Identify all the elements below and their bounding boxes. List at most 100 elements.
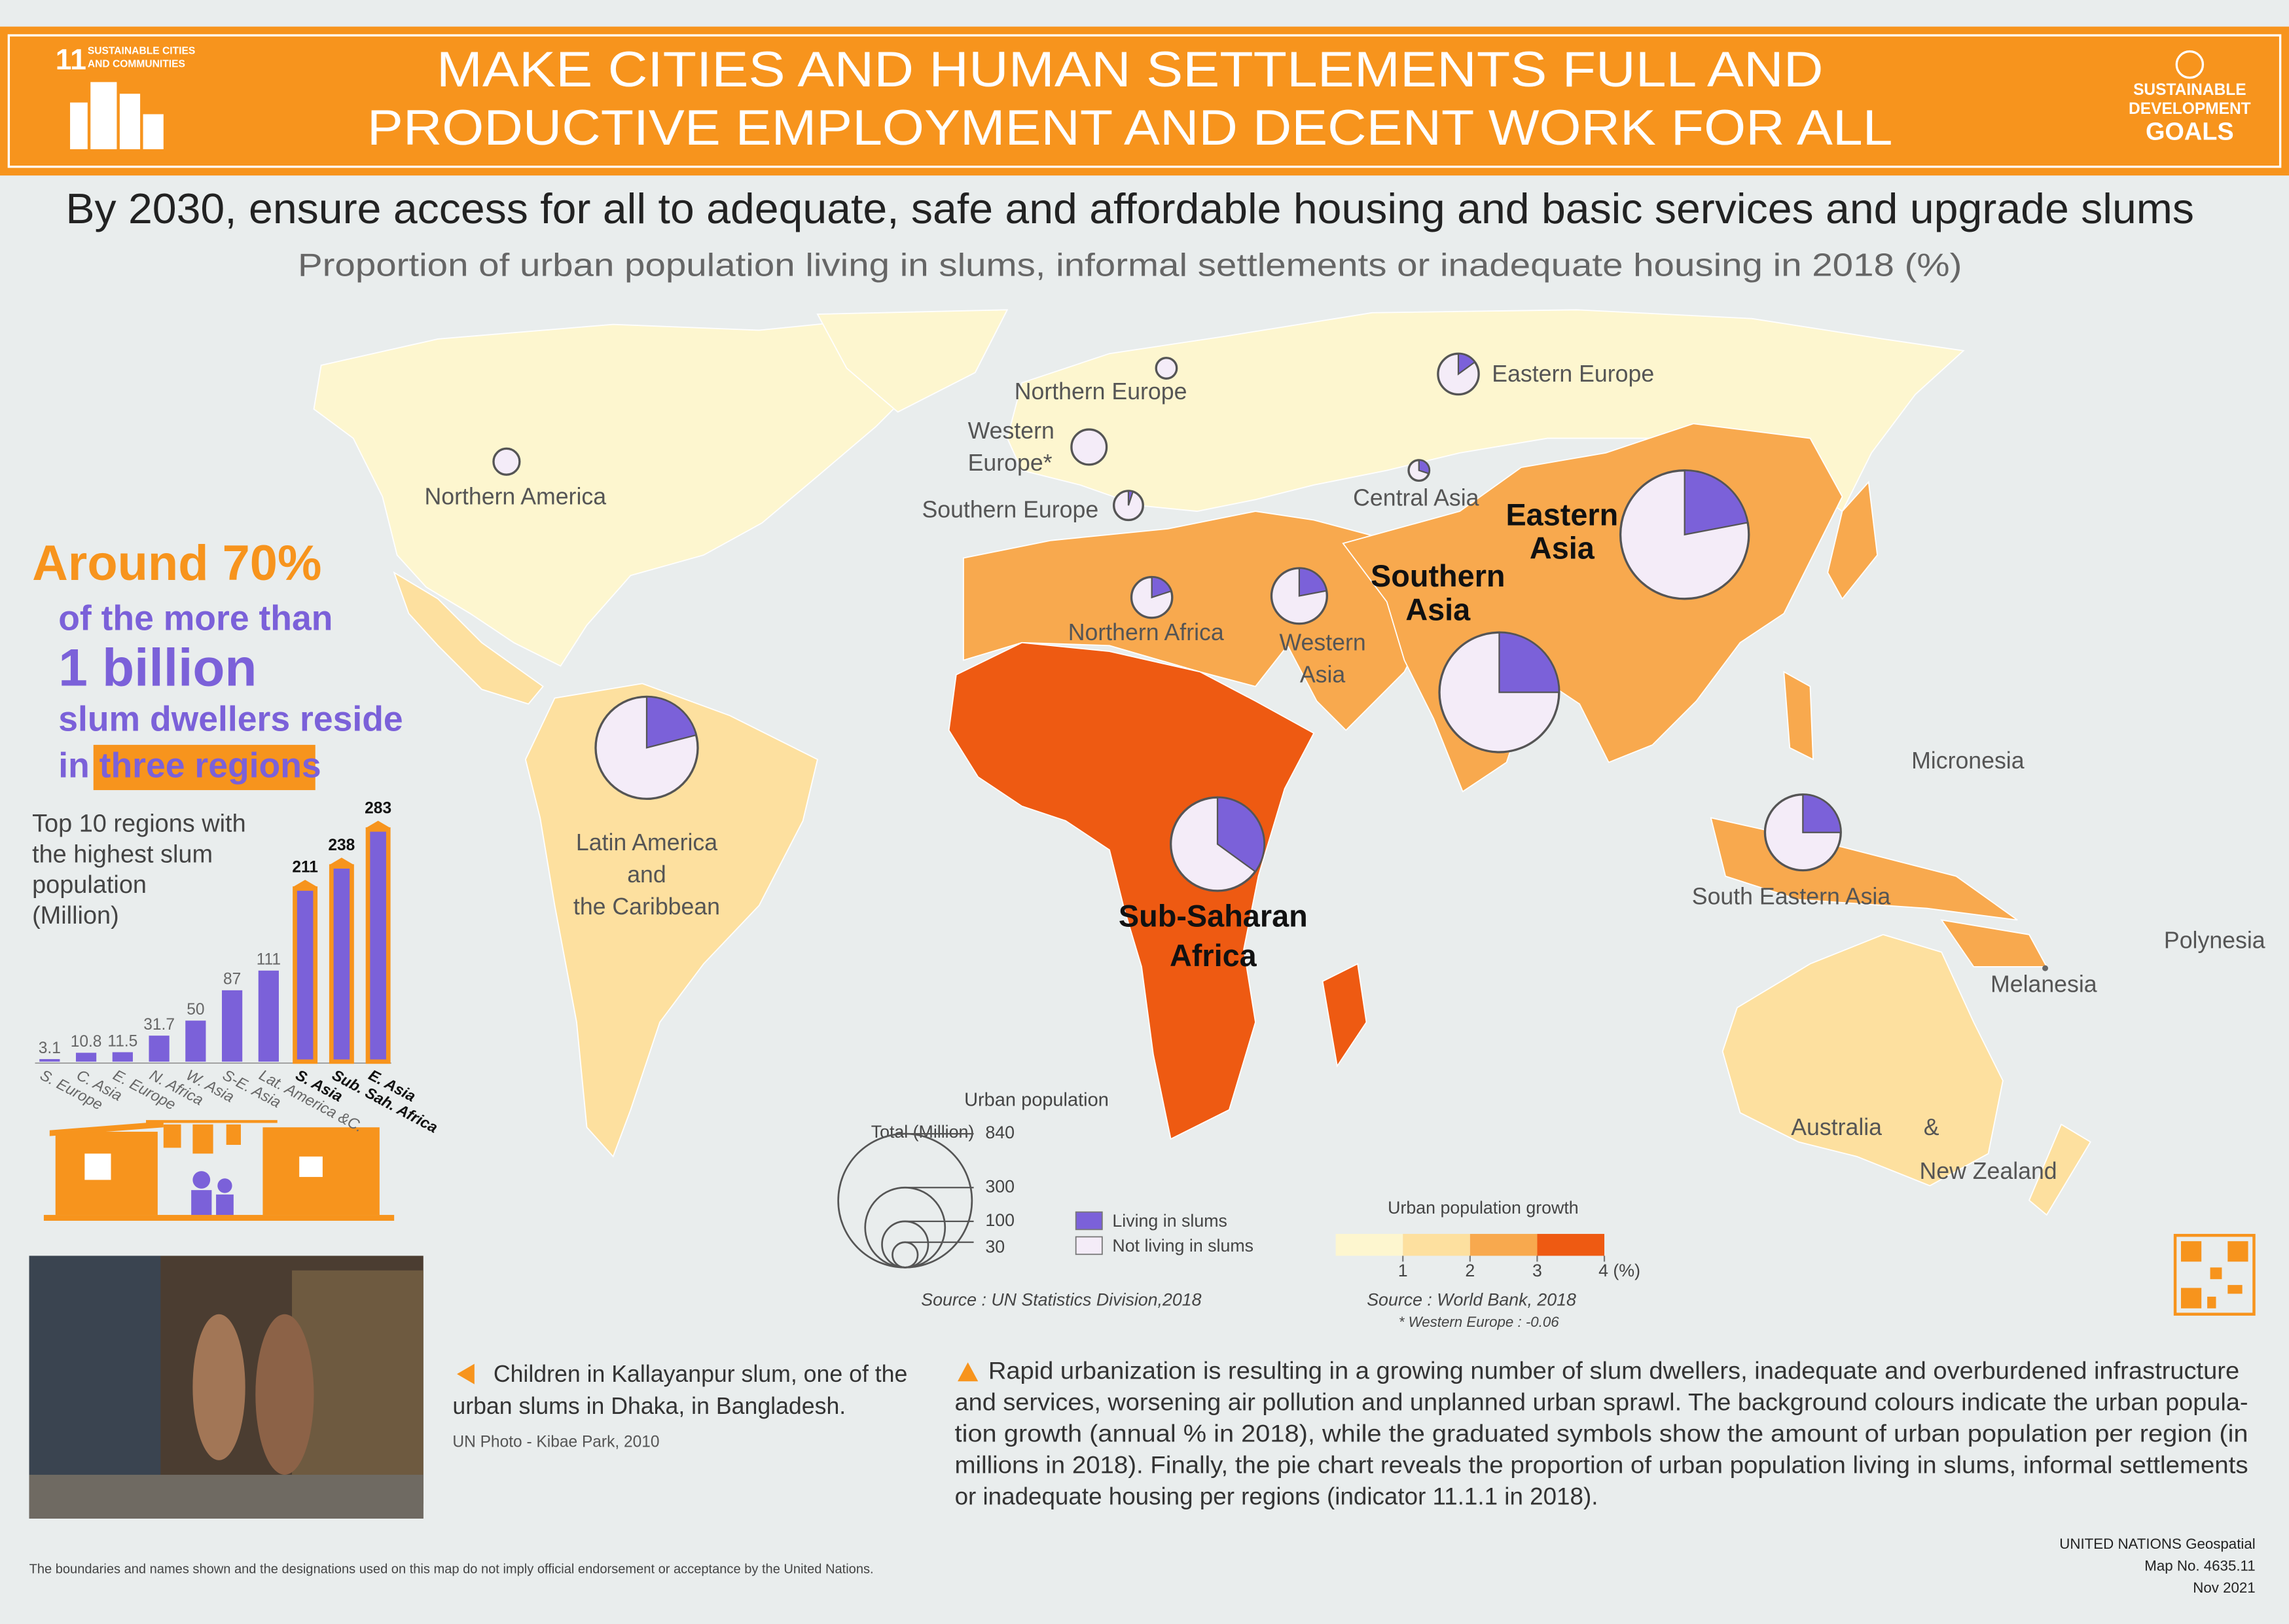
bar-chart-title: the highest slum	[32, 840, 213, 868]
size-legend-label: 30	[985, 1237, 1005, 1257]
map-title: Proportion of urban population living in…	[298, 248, 1962, 283]
bar-cap	[329, 857, 354, 865]
photo-child	[255, 1314, 314, 1475]
sdg-logo-text: GOALS	[2146, 118, 2234, 145]
paragraph-line: or inadequate housing per regions (indic…	[955, 1483, 1598, 1509]
photo-caption: urban slums in Dhaka, in Bangladesh.	[452, 1393, 846, 1419]
region-label: Eastern Europe	[1492, 361, 1654, 387]
pie-slum-slice	[1802, 793, 1842, 833]
region-label: Southern	[1371, 559, 1505, 593]
land-area	[963, 511, 1435, 731]
photo	[29, 1255, 424, 1519]
region-label: New Zealand	[1919, 1158, 2057, 1184]
bar	[75, 1053, 97, 1062]
region-label: Asia	[1300, 662, 1346, 688]
color-scale-label: 2	[1465, 1261, 1475, 1280]
pie-slum-slice	[1457, 353, 1476, 376]
bar-chart-title: population	[32, 871, 147, 899]
size-legend-label: 300	[985, 1176, 1015, 1196]
region-label: Australia	[1791, 1114, 1882, 1140]
region-label: Asia	[1405, 592, 1471, 626]
cloth	[163, 1124, 181, 1148]
legend-title: Urban population	[964, 1090, 1109, 1111]
pie-slum-slice	[1216, 797, 1265, 873]
qr-block	[2180, 1241, 2202, 1262]
color-scale-swatch	[1469, 1234, 1538, 1256]
bar	[39, 1058, 60, 1062]
bar	[329, 864, 354, 1064]
goal-name: AND COMMUNITIES	[88, 59, 185, 70]
callout-text: of the more than	[58, 599, 333, 638]
region-label: Polynesia	[2164, 927, 2265, 953]
roof	[49, 1121, 164, 1136]
color-scale-swatch	[1403, 1234, 1470, 1256]
qr-block	[2227, 1285, 2243, 1294]
window	[299, 1156, 323, 1178]
color-scale-swatch	[1335, 1234, 1403, 1256]
callout-highlight-text: three regions	[99, 747, 321, 785]
header-band	[0, 26, 2289, 176]
qr-frame	[2173, 1234, 2256, 1316]
sdg-logo-text: SUSTAINABLE	[2133, 81, 2246, 99]
bar-value-label: 111	[257, 951, 281, 969]
region-label: Central Asia	[1353, 485, 1479, 511]
pie-total	[1070, 428, 1108, 466]
ground	[43, 1215, 395, 1221]
legend-label: Living in slums	[1112, 1211, 1227, 1231]
building	[119, 94, 141, 149]
land-area	[1827, 480, 1879, 600]
building	[143, 114, 164, 149]
source: Source : World Bank, 2018	[1367, 1290, 1576, 1310]
pie-slum-slice	[1151, 576, 1172, 599]
photo-wall	[292, 1270, 424, 1504]
bar	[149, 1036, 170, 1062]
pie-slum-slice	[1127, 490, 1134, 506]
bar	[365, 827, 391, 1064]
bar-value-label: 87	[223, 971, 241, 988]
person	[216, 1194, 234, 1216]
region-label: Southern Europe	[922, 496, 1098, 522]
qr-block	[2180, 1288, 2202, 1308]
header-title: MAKE CITIES AND HUMAN SETTLEMENTS FULL A…	[437, 42, 1824, 98]
paragraph-line: and services, worsening air pollution an…	[955, 1389, 2248, 1416]
size-legend-label: 100	[985, 1210, 1015, 1230]
legend-subtitle: Total (Million)	[871, 1122, 975, 1142]
cloth	[192, 1124, 213, 1154]
sdg-logo-text: DEVELOPMENT	[2129, 100, 2251, 118]
house-illustration	[43, 1120, 395, 1221]
region-label: Latin America	[576, 829, 717, 856]
header-title: PRODUCTIVE EMPLOYMENT AND DECENT WORK FO…	[367, 100, 1893, 156]
source: Source : UN Statistics Division,2018	[921, 1290, 1201, 1310]
photo-caption: Children in Kallayanpur slum, one of the	[494, 1361, 908, 1387]
region-label: Sub-Saharan	[1119, 899, 1308, 933]
sdg-icon	[70, 82, 164, 149]
paragraph-arrow	[958, 1362, 979, 1382]
window	[84, 1153, 111, 1180]
bar-value-label: 283	[365, 800, 391, 818]
land-area	[816, 309, 1009, 413]
legend-swatch	[1075, 1236, 1103, 1255]
pie-total	[1155, 357, 1178, 380]
callout-text: Around 70%	[32, 535, 321, 591]
header-frame	[7, 34, 2282, 168]
goal-number: 11	[56, 44, 86, 76]
building	[90, 82, 117, 149]
bar-value-label: 50	[187, 1001, 204, 1019]
bar	[185, 1020, 206, 1062]
size-legend-label: 840	[985, 1123, 1015, 1142]
pie-slum-slice	[1498, 632, 1560, 693]
photo-credit: UN Photo - Kibae Park, 2010	[452, 1433, 659, 1451]
pie-slum-slice	[645, 696, 697, 749]
region-label: Northern Europe	[1015, 378, 1187, 405]
bar-value-label: 31.7	[143, 1016, 175, 1034]
region-label: Africa	[1170, 939, 1257, 973]
region-label: Western	[968, 418, 1054, 444]
qr-block	[2207, 1296, 2216, 1308]
bar-cap	[365, 820, 391, 829]
person	[191, 1190, 212, 1216]
bar-chart-title: (Million)	[32, 902, 119, 929]
land-area	[1783, 670, 1814, 761]
bar-value-label: 10.8	[71, 1033, 102, 1051]
